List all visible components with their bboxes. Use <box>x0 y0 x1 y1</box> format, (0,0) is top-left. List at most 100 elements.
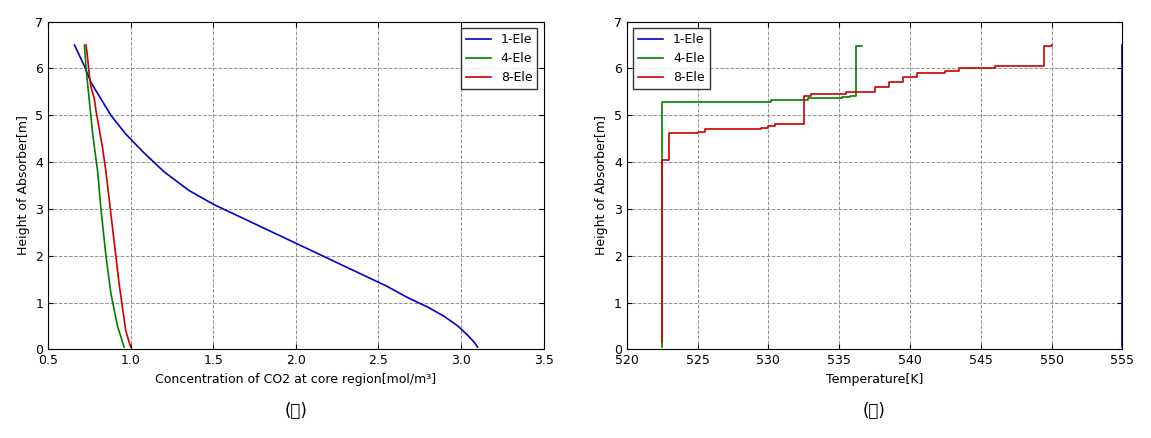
1-Ele <box>437 314 451 319</box>
8-Ele <box>84 85 98 90</box>
8-Ele <box>89 108 102 113</box>
8-Ele <box>662 131 676 136</box>
8-Ele <box>796 93 810 98</box>
4-Ele <box>801 96 815 101</box>
4-Ele <box>83 99 97 104</box>
1-Ele <box>94 96 108 102</box>
4-Ele <box>79 66 93 71</box>
8-Ele <box>698 129 711 134</box>
8-Ele <box>119 328 132 333</box>
4-Ele <box>836 94 849 99</box>
8-Ele <box>796 121 810 126</box>
8-Ele <box>910 74 924 80</box>
8-Ele <box>83 73 97 78</box>
4-Ele <box>99 253 113 258</box>
1-Ele <box>355 272 368 277</box>
1-Ele <box>402 295 416 300</box>
8-Ele <box>691 131 704 136</box>
8-Ele <box>691 129 704 134</box>
4-Ele <box>818 96 832 101</box>
8-Ele <box>953 66 967 71</box>
1-Ele <box>281 237 295 242</box>
8-Ele <box>655 340 669 345</box>
1-Ele <box>451 323 465 328</box>
8-Ele <box>938 68 952 74</box>
8-Ele <box>662 157 676 162</box>
Text: (가): (가) <box>284 402 307 420</box>
4-Ele <box>110 323 124 328</box>
1-Ele <box>137 150 151 155</box>
1-Ele <box>84 80 98 85</box>
8-Ele <box>1045 44 1059 49</box>
8-Ele <box>762 124 776 129</box>
1-Ele <box>119 131 132 137</box>
1-Ele <box>68 42 82 48</box>
8-Ele <box>79 42 93 48</box>
1-Ele <box>460 333 474 338</box>
8-Ele <box>803 93 817 98</box>
8-Ele <box>96 145 109 151</box>
4-Ele <box>764 99 778 105</box>
8-Ele <box>803 91 817 96</box>
4-Ele <box>86 131 100 137</box>
8-Ele <box>895 74 909 80</box>
1-Ele <box>380 283 394 289</box>
1-Ele <box>231 213 245 219</box>
8-Ele <box>754 127 768 132</box>
8-Ele <box>81 57 94 62</box>
X-axis label: Concentration of CO2 at core region[mol/m³]: Concentration of CO2 at core region[mol/… <box>155 373 436 386</box>
8-Ele <box>106 225 120 230</box>
8-Ele <box>124 344 138 350</box>
1-Ele <box>157 169 170 174</box>
1-Ele <box>471 344 485 350</box>
8-Ele <box>882 79 895 84</box>
4-Ele <box>818 95 832 100</box>
8-Ele <box>988 66 1001 71</box>
1-Ele <box>256 225 269 230</box>
1-Ele <box>467 340 481 345</box>
8-Ele <box>988 64 1001 69</box>
8-Ele <box>910 71 924 76</box>
8-Ele <box>895 79 909 84</box>
8-Ele <box>1045 42 1059 48</box>
8-Ele <box>115 304 129 310</box>
8-Ele <box>839 89 853 95</box>
1-Ele <box>421 304 435 310</box>
4-Ele <box>849 44 863 49</box>
8-Ele <box>762 126 776 131</box>
4-Ele <box>104 290 117 296</box>
4-Ele <box>844 94 857 99</box>
Line: 4-Ele: 4-Ele <box>84 45 124 347</box>
4-Ele <box>764 98 778 103</box>
4-Ele <box>836 95 849 100</box>
8-Ele <box>868 85 882 90</box>
8-Ele <box>754 126 768 131</box>
Text: (나): (나) <box>863 402 886 420</box>
Line: 4-Ele: 4-Ele <box>662 46 862 347</box>
1-Ele <box>206 201 220 207</box>
4-Ele <box>849 93 863 98</box>
Line: 8-Ele: 8-Ele <box>86 45 131 347</box>
4-Ele <box>844 93 857 98</box>
4-Ele <box>91 169 105 174</box>
4-Ele <box>94 206 108 212</box>
4-Ele <box>77 42 91 48</box>
Legend: 1-Ele, 4-Ele, 8-Ele: 1-Ele, 4-Ele, 8-Ele <box>633 28 710 89</box>
Legend: 1-Ele, 4-Ele, 8-Ele: 1-Ele, 4-Ele, 8-Ele <box>460 28 538 89</box>
8-Ele <box>938 71 952 76</box>
8-Ele <box>655 157 669 162</box>
8-Ele <box>109 253 123 258</box>
Y-axis label: Height of Absorber[m]: Height of Absorber[m] <box>16 116 30 255</box>
8-Ele <box>102 197 116 202</box>
1-Ele <box>330 260 344 265</box>
Y-axis label: Height of Absorber[m]: Height of Absorber[m] <box>595 116 608 255</box>
8-Ele <box>92 127 106 132</box>
8-Ele <box>1037 64 1051 69</box>
8-Ele <box>769 121 783 126</box>
8-Ele <box>868 89 882 95</box>
8-Ele <box>953 68 967 74</box>
1-Ele <box>182 187 196 193</box>
1-Ele <box>77 64 91 69</box>
1-Ele <box>104 113 117 118</box>
Line: 8-Ele: 8-Ele <box>662 45 1052 343</box>
